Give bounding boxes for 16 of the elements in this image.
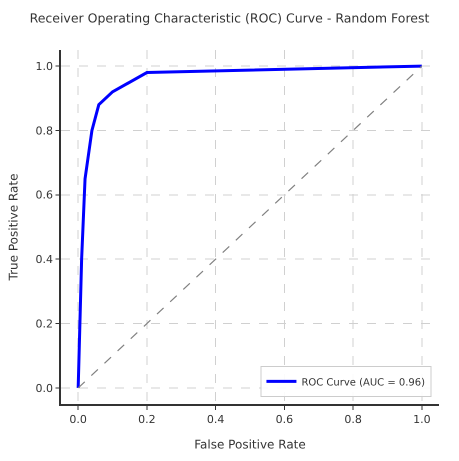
x-tick-label: 0.8: [344, 412, 362, 426]
y-tick-label: 0.2: [36, 317, 54, 330]
x-tick-label: 0.2: [138, 412, 156, 426]
chart-title: Receiver Operating Characteristic (ROC) Curve - Random Forest: [30, 10, 430, 26]
x-tick-label: 0.6: [276, 412, 294, 426]
legend-label: ROC Curve (AUC = 0.96): [301, 377, 426, 388]
x-axis-title: False Positive Rate: [194, 437, 306, 452]
x-tick-label: 1.0: [413, 412, 431, 426]
y-tick-label: 0.8: [36, 124, 54, 138]
y-axis-title: True Positive Rate: [6, 174, 20, 282]
y-tick-label: 0.0: [36, 382, 54, 395]
y-tick-label: 0.4: [36, 253, 54, 266]
y-tick-label: 0.6: [36, 188, 54, 202]
x-tick-label: 0.0: [69, 412, 87, 426]
y-tick-label: 1.0: [36, 60, 54, 73]
x-tick-label: 0.4: [206, 412, 224, 426]
